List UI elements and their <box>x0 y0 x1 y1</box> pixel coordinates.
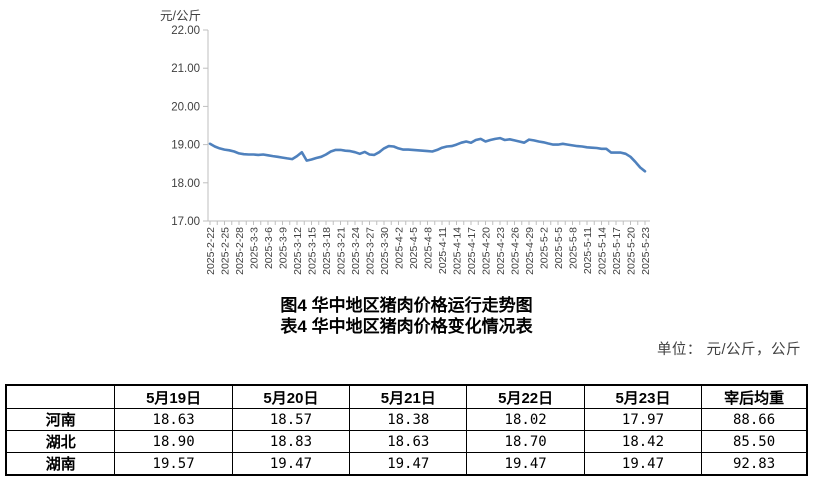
region-cell: 河南 <box>5 408 116 431</box>
y-tick-label: 22.00 <box>171 25 200 37</box>
x-tick-label: 2025-5-2 <box>539 227 551 269</box>
table-header: 5月19日 <box>114 384 233 409</box>
y-tick-label: 17.00 <box>171 216 200 228</box>
price-table: 5月19日 5月20日 5月21日 5月22日 5月23日 宰后均重 河南 18.63 18.… <box>5 384 808 476</box>
price-series-line <box>208 136 647 173</box>
value-cell: 18.63 <box>114 408 233 431</box>
x-tick-label: 2025-3-15 <box>307 227 319 275</box>
x-tick-label: 2025-4-14 <box>452 227 464 275</box>
x-tick-label: 2025-4-23 <box>495 227 507 275</box>
table-row: 湖南 19.57 19.47 19.47 19.47 19.47 92.83 <box>5 452 808 476</box>
unit-note: 单位： 元/公斤，公斤 <box>656 342 801 358</box>
value-cell: 19.47 <box>466 452 585 476</box>
x-tick-label: 2025-3-21 <box>336 227 348 275</box>
value-cell: 18.42 <box>583 430 703 453</box>
figure-caption: 图4 华中地区猪肉价格运行走势图 <box>280 296 533 315</box>
table-header-empty <box>5 384 116 409</box>
value-cell: 85.50 <box>701 430 808 453</box>
table-header: 5月22日 <box>466 384 585 409</box>
x-tick-label: 2025-2-22 <box>205 227 217 275</box>
x-tick-label: 2025-3-30 <box>379 227 391 275</box>
region-cell: 湖南 <box>5 452 116 476</box>
value-cell: 19.57 <box>114 452 233 476</box>
y-tick-label: 21.00 <box>171 63 200 75</box>
value-cell: 18.57 <box>231 408 351 431</box>
region-cell: 湖北 <box>5 430 116 453</box>
x-tick-label: 2025-5-8 <box>568 227 580 269</box>
x-tick-label: 2025-2-25 <box>220 227 232 275</box>
value-cell: 88.66 <box>701 408 808 431</box>
x-tick-label: 2025-3-9 <box>278 227 290 269</box>
value-cell: 18.90 <box>114 430 233 453</box>
table-header: 5月21日 <box>349 384 468 409</box>
table-row: 河南 18.63 18.57 18.38 18.02 17.97 88.66 <box>5 408 808 431</box>
x-tick-label: 2025-3-12 <box>292 227 304 275</box>
y-tick-label: 18.00 <box>171 178 200 190</box>
table-caption: 表4 华中地区猪肉价格变化情况表 <box>280 317 533 336</box>
value-cell: 18.70 <box>466 430 585 453</box>
x-tick-label: 2025-4-8 <box>423 227 435 269</box>
x-tick-label: 2025-4-26 <box>510 227 522 275</box>
x-tick-label: 2025-3-18 <box>321 227 333 275</box>
y-axis-title: 元/公斤 <box>160 9 201 23</box>
value-cell: 18.38 <box>349 408 468 431</box>
value-cell: 18.83 <box>231 430 351 453</box>
x-tick-label: 2025-5-14 <box>597 227 609 275</box>
x-tick-label: 2025-4-11 <box>437 227 449 274</box>
value-cell: 18.63 <box>349 430 468 453</box>
table-header-row: 5月19日 5月20日 5月21日 5月22日 5月23日 宰后均重 <box>5 384 808 409</box>
x-tick-label: 2025-5-11 <box>582 227 594 274</box>
x-tick-label: 2025-4-29 <box>524 227 536 275</box>
value-cell: 92.83 <box>701 452 808 476</box>
x-tick-label: 2025-5-17 <box>611 227 623 275</box>
value-cell: 19.47 <box>583 452 703 476</box>
value-cell: 19.47 <box>231 452 351 476</box>
value-cell: 17.97 <box>583 408 703 431</box>
pork-price-line-chart: 22.00 21.00 20.00 19.00 18.00 17.00 2025-2-22 2… <box>160 9 652 275</box>
x-tick-label: 2025-2-28 <box>234 227 246 275</box>
x-tick-label: 2025-4-17 <box>466 227 478 275</box>
x-tick-label: 2025-3-3 <box>249 227 261 269</box>
value-cell: 18.02 <box>466 408 585 431</box>
value-cell: 19.47 <box>349 452 468 476</box>
x-tick-label: 2025-5-20 <box>626 227 638 275</box>
x-tick-label: 2025-5-5 <box>553 227 565 269</box>
table-header: 5月20日 <box>231 384 351 409</box>
x-tick-label: 2025-3-6 <box>263 227 275 269</box>
x-tick-label: 2025-5-23 <box>640 227 652 275</box>
y-tick-label: 19.00 <box>171 140 200 152</box>
captions: 图4 华中地区猪肉价格运行走势图 表4 华中地区猪肉价格变化情况表 <box>0 295 813 337</box>
x-tick-label: 2025-4-5 <box>408 227 420 269</box>
x-tick-label: 2025-4-2 <box>394 227 406 269</box>
table-header: 5月23日 <box>583 384 703 409</box>
x-tick-label: 2025-4-20 <box>481 227 493 275</box>
table-row: 湖北 18.90 18.83 18.63 18.70 18.42 85.50 <box>5 430 808 453</box>
x-tick-label: 2025-3-24 <box>350 227 362 275</box>
table-header: 宰后均重 <box>701 384 808 409</box>
y-tick-label: 20.00 <box>171 101 200 113</box>
x-tick-label: 2025-3-27 <box>365 227 377 275</box>
